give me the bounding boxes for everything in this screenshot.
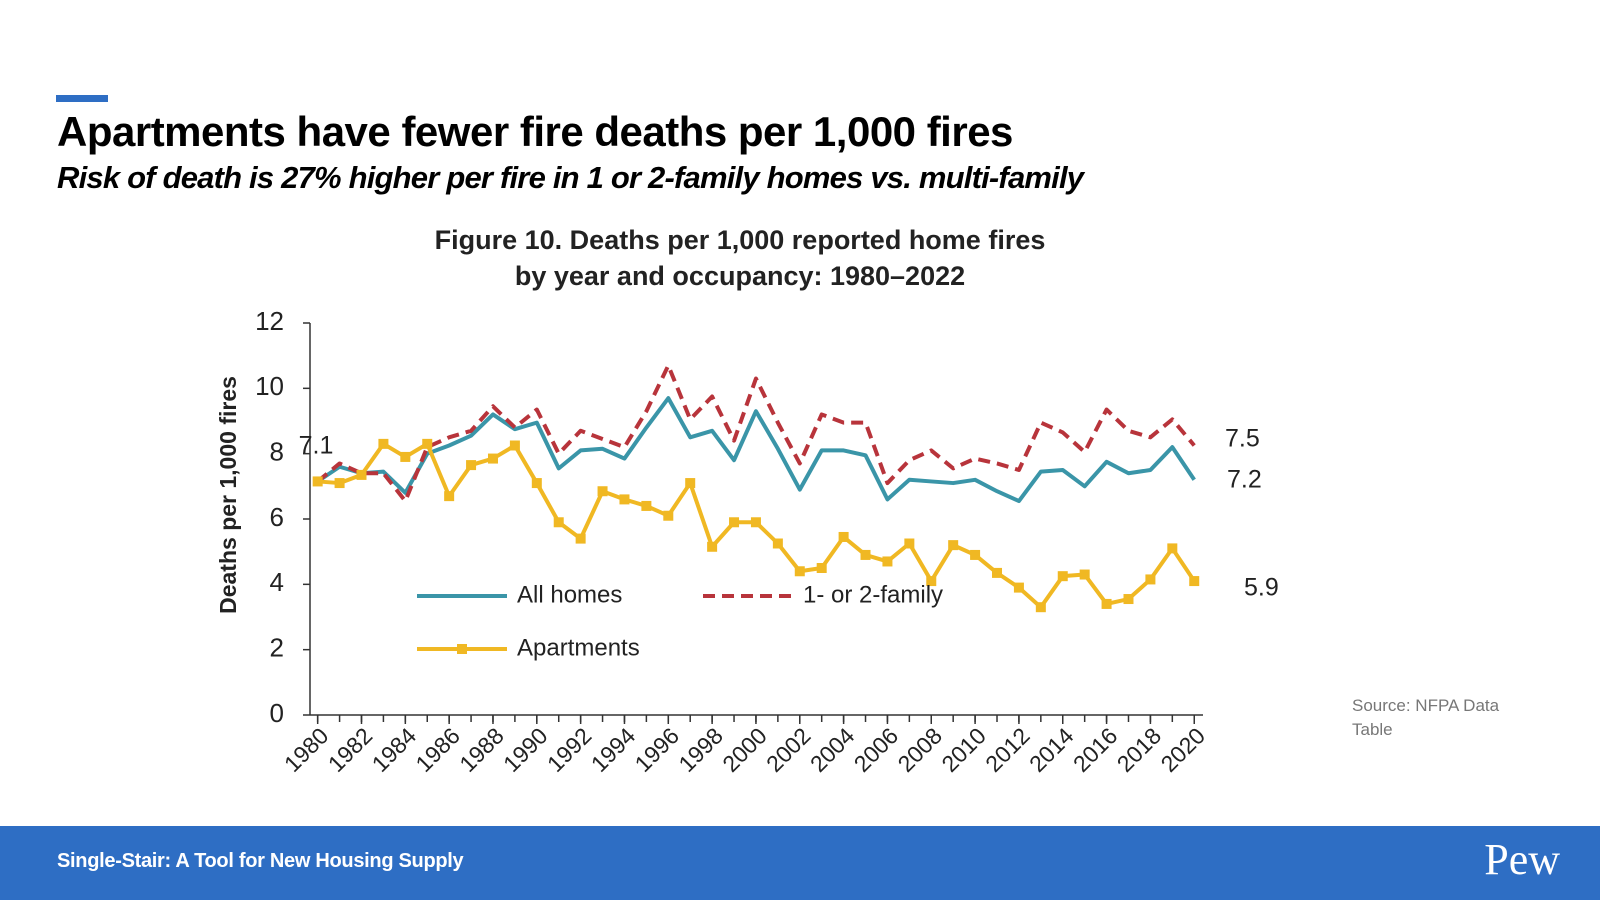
x-tick-label: 2002 <box>761 722 816 777</box>
y-tick-label: 10 <box>255 371 284 401</box>
footer-bar: Single-Stair: A Tool for New Housing Sup… <box>0 826 1600 900</box>
x-tick-label: 2010 <box>936 722 991 777</box>
annotation: 7.2 <box>1227 466 1262 494</box>
series-line <box>316 363 1196 504</box>
series-marker <box>575 533 586 544</box>
series-marker <box>1013 582 1024 593</box>
series-marker <box>948 540 959 551</box>
accent-bar <box>56 95 108 102</box>
series-marker <box>707 541 718 552</box>
series-marker <box>334 478 345 489</box>
legend-label: All homes <box>517 581 622 608</box>
y-tick-label: 2 <box>270 633 284 663</box>
series-marker <box>378 438 389 449</box>
series-marker <box>1079 569 1090 580</box>
x-tick-label: 2004 <box>805 722 860 777</box>
x-tick-label: 1994 <box>586 722 641 777</box>
series-marker <box>882 556 893 567</box>
legend-marker <box>457 644 467 654</box>
source-note: Source: NFPA Data Table <box>1352 696 1500 739</box>
x-tick-label: 1988 <box>454 722 509 777</box>
series-marker <box>487 453 498 464</box>
series-marker <box>1189 576 1200 587</box>
x-tick-label: 2020 <box>1155 722 1210 777</box>
slide-subtitle: Risk of death is 27% higher per fire in … <box>57 160 1084 195</box>
series-marker <box>531 478 542 489</box>
y-tick-label: 6 <box>270 502 284 532</box>
series-marker <box>794 566 805 577</box>
x-tick-label: 1986 <box>410 722 465 777</box>
x-tick-label: 1980 <box>279 722 334 777</box>
y-axis-label: Deaths per 1,000 fires <box>215 376 241 614</box>
series-marker <box>597 486 608 497</box>
series-marker <box>1145 574 1156 585</box>
series-marker <box>904 538 915 549</box>
x-tick-label: 1992 <box>542 722 597 777</box>
y-tick-label: 4 <box>270 567 284 597</box>
series-marker <box>838 531 849 542</box>
series-marker <box>663 510 674 521</box>
series-marker <box>641 500 652 511</box>
series-marker <box>1035 602 1046 613</box>
legend-label: Apartments <box>517 634 640 661</box>
x-tick-label: 2014 <box>1024 722 1079 777</box>
series-line <box>316 396 1196 504</box>
x-tick-label: 2006 <box>849 722 904 777</box>
series-marker <box>750 517 761 528</box>
series-marker <box>926 576 937 587</box>
series-marker <box>466 460 477 471</box>
series-marker <box>729 517 740 528</box>
series-marker <box>992 567 1003 578</box>
series-marker <box>772 538 783 549</box>
x-tick-label: 2000 <box>717 722 772 777</box>
series-marker <box>1167 543 1178 554</box>
footer-text: Single-Stair: A Tool for New Housing Sup… <box>57 850 464 872</box>
y-tick-label: 12 <box>255 306 284 336</box>
x-tick-label: 2018 <box>1112 722 1167 777</box>
x-tick-label: 1998 <box>673 722 728 777</box>
y-tick-label: 0 <box>270 698 284 728</box>
series <box>312 438 1200 613</box>
series-marker <box>816 563 827 573</box>
series-marker <box>970 549 981 560</box>
slide-title: Apartments have fewer fire deaths per 1,… <box>57 108 1013 155</box>
series-marker <box>312 476 323 487</box>
footer-logo: Pew <box>1484 835 1560 884</box>
x-tick-label: 2016 <box>1068 722 1123 777</box>
x-tick-label: 1996 <box>630 722 685 777</box>
chart: Figure 10. Deaths per 1,000 reported hom… <box>215 225 1279 777</box>
series-marker <box>685 478 696 489</box>
series-marker <box>1057 571 1068 582</box>
chart-title: by year and occupancy: 1980–2022 <box>515 261 965 291</box>
series-marker <box>400 451 411 462</box>
series <box>316 396 1196 504</box>
series-marker <box>1101 598 1112 609</box>
x-tick-label: 1982 <box>323 722 378 777</box>
x-tick-label: 2012 <box>980 722 1035 777</box>
series-marker <box>509 440 520 451</box>
series-marker <box>860 549 871 560</box>
x-tick-label: 2008 <box>893 722 948 777</box>
annotation: 7.5 <box>1225 425 1260 453</box>
series-marker <box>444 491 455 502</box>
chart-title: Figure 10. Deaths per 1,000 reported hom… <box>435 225 1046 255</box>
series-marker <box>553 517 564 528</box>
series-marker <box>356 469 367 480</box>
series <box>316 363 1196 504</box>
series-marker <box>422 438 433 449</box>
annotation: 5.9 <box>1244 574 1279 602</box>
x-tick-label: 1990 <box>498 722 553 777</box>
annotation: 7.1 <box>299 432 334 460</box>
legend-label: 1- or 2-family <box>803 581 943 608</box>
series-marker <box>1123 594 1134 605</box>
y-tick-label: 8 <box>270 437 284 467</box>
x-tick-label: 1984 <box>367 722 422 777</box>
series-marker <box>619 494 630 505</box>
